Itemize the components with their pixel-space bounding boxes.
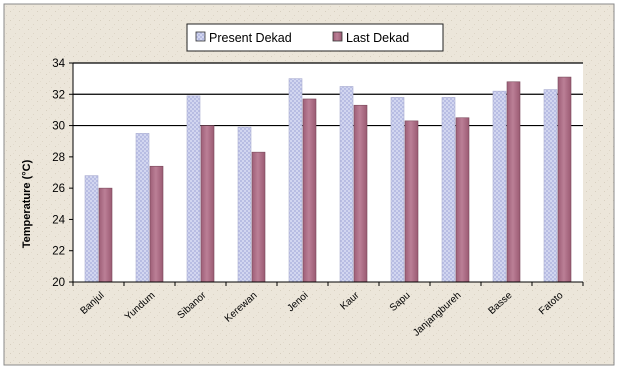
y-tick-labels: 20 22 24 26 28 30 32 34 (52, 58, 65, 289)
bar-present-dekad (186, 95, 201, 283)
bar-last-dekad (149, 165, 164, 283)
bars (84, 76, 572, 283)
bar-last-dekad (455, 117, 470, 283)
legend-label-last: Last Dekad (346, 31, 409, 45)
bar-last-dekad (98, 187, 113, 283)
legend-swatch-present (195, 31, 206, 42)
y-tick-label: 32 (52, 89, 65, 101)
y-tick-label: 28 (52, 152, 65, 164)
y-axis-label: Temperature (°C) (21, 159, 33, 248)
legend-swatch-last (332, 31, 343, 42)
bar-present-dekad (237, 126, 252, 283)
bar-last-dekad (506, 81, 521, 283)
bar-present-dekad (543, 89, 558, 283)
bar-last-dekad (251, 151, 266, 283)
bar-last-dekad (404, 120, 419, 283)
plot-area (73, 63, 583, 282)
bar-last-dekad (557, 76, 572, 283)
bar-last-dekad (200, 125, 215, 283)
y-tick-label: 22 (52, 246, 65, 258)
y-tick-label: 26 (52, 183, 65, 195)
legend: Present Dekad Last Dekad (186, 23, 444, 52)
bar-last-dekad (353, 104, 368, 283)
legend-label-present: Present Dekad (209, 31, 292, 45)
y-tick-label: 20 (52, 277, 65, 289)
bar-present-dekad (135, 133, 150, 283)
legend-box (186, 23, 444, 52)
bar-present-dekad (390, 97, 405, 283)
bar-last-dekad (302, 98, 317, 283)
axes (69, 62, 584, 286)
y-tick-label: 24 (52, 214, 65, 226)
bar-present-dekad (84, 175, 99, 283)
bar-present-dekad (492, 90, 507, 283)
y-tick-label: 34 (52, 58, 65, 70)
bar-present-dekad (288, 78, 303, 283)
bar-present-dekad (441, 97, 456, 283)
bar-present-dekad (339, 86, 354, 283)
y-tick-label: 30 (52, 121, 65, 133)
